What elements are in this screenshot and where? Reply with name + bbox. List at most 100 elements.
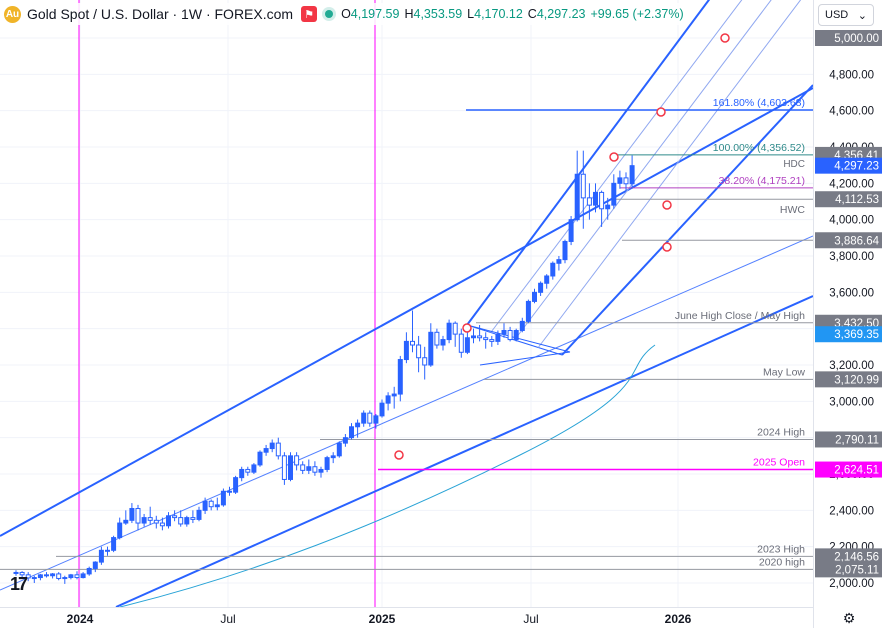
candle xyxy=(538,281,544,296)
pivot-marker xyxy=(720,33,730,43)
candle-body xyxy=(428,331,434,366)
candle-body xyxy=(147,517,153,521)
symbol-title[interactable]: Gold Spot / U.S. Dollar · 1W · FOREX.com xyxy=(27,6,294,22)
price-badge: 2,624.51 xyxy=(815,461,882,478)
candle xyxy=(147,506,153,525)
candle xyxy=(623,172,629,191)
candle-body xyxy=(19,571,25,576)
price-badge-label: 3,369.35 xyxy=(834,329,879,341)
candle xyxy=(373,414,379,429)
candle xyxy=(507,326,513,342)
chevron-down-icon: ⌄ xyxy=(857,9,867,22)
price-tick-label: 3,200.00 xyxy=(829,360,874,372)
price-axis[interactable]: 2,000.002,200.002,400.002,600.002,800.00… xyxy=(813,0,882,628)
candle xyxy=(410,310,415,353)
price-badge-bg xyxy=(815,30,882,46)
candle xyxy=(550,261,556,280)
candle-body xyxy=(172,515,178,519)
candle xyxy=(629,155,635,189)
chart-pane[interactable]: 100.00% (4,356.52) 38.20% (4,175.21) HWC Ju… xyxy=(0,0,813,607)
candle xyxy=(306,459,312,474)
candle-body xyxy=(342,437,348,444)
candle-body xyxy=(458,333,464,353)
candle xyxy=(111,535,117,553)
candle-body xyxy=(416,344,422,359)
candle xyxy=(245,466,251,476)
candle-body xyxy=(544,275,550,284)
candle xyxy=(159,517,165,531)
candle-body xyxy=(44,574,49,577)
price-badge-bg xyxy=(815,431,882,448)
candle-body xyxy=(214,504,220,508)
gear-icon[interactable]: ⚙ xyxy=(842,609,856,626)
candle-body xyxy=(367,412,373,424)
candle xyxy=(440,335,446,351)
candle xyxy=(196,506,202,522)
candle xyxy=(397,355,403,402)
candle xyxy=(605,197,611,220)
candle xyxy=(19,571,25,578)
candle xyxy=(312,461,318,476)
candle xyxy=(105,546,110,556)
candle xyxy=(428,323,434,367)
candle xyxy=(300,461,306,474)
candle xyxy=(422,346,428,380)
candle-body xyxy=(483,337,489,341)
candle-body xyxy=(269,442,275,450)
price-badge: 5,000.00 xyxy=(815,30,882,46)
price-badge-label: 3,886.64 xyxy=(834,235,879,247)
candle-body xyxy=(477,335,483,339)
candle-body xyxy=(562,240,568,261)
market-open-icon xyxy=(325,10,334,18)
pitchfork-lower xyxy=(561,84,813,356)
price-badge: 2,146.56 xyxy=(815,548,882,565)
price-badge-label: 2,075.11 xyxy=(835,564,879,576)
ohlc-close: C4,297.23 xyxy=(527,7,586,21)
candle xyxy=(80,572,86,579)
candle-body xyxy=(489,339,495,342)
price-tick-label: 4,200.00 xyxy=(829,178,874,190)
candle-body xyxy=(159,522,165,527)
candle xyxy=(190,510,196,524)
candle-body xyxy=(586,197,592,206)
candle xyxy=(544,274,550,289)
candle-body xyxy=(471,335,476,339)
candle xyxy=(336,441,342,458)
candle xyxy=(13,570,19,576)
candle-body xyxy=(25,574,31,579)
candle-body xyxy=(281,455,287,480)
candle-body xyxy=(196,509,202,520)
candle xyxy=(56,572,62,581)
price-tick-label: 4,000.00 xyxy=(829,215,874,227)
candle-body xyxy=(568,219,574,242)
candle xyxy=(214,497,220,511)
candle-body xyxy=(623,177,629,185)
ohlc-open: O4,197.59 xyxy=(341,7,400,21)
level-annotation: 2023 High xyxy=(757,543,805,555)
tradingview-logo-icon[interactable]: 17 xyxy=(10,574,28,594)
candle-body xyxy=(141,517,147,524)
price-chart[interactable]: 100.00% (4,356.52) 38.20% (4,175.21) HWC Ju… xyxy=(0,0,813,607)
candle xyxy=(129,503,135,524)
candle xyxy=(62,575,68,584)
candle-body xyxy=(397,359,403,395)
candle xyxy=(580,150,586,229)
currency-selector[interactable]: USD ⌄ xyxy=(818,4,874,26)
candle xyxy=(556,256,562,271)
candle xyxy=(385,392,391,411)
symbol-legend: Au Gold Spot / U.S. Dollar · 1W · FOREX.… xyxy=(4,3,688,25)
candle xyxy=(318,466,324,478)
time-axis[interactable]: 2024 Jul 2025 Jul 2026 xyxy=(0,607,813,629)
candle-body xyxy=(385,395,391,404)
candle-body xyxy=(440,339,446,346)
candle xyxy=(464,332,470,355)
time-axis-labels: 2024 Jul 2025 Jul 2026 xyxy=(67,612,692,626)
candle-body xyxy=(105,549,110,552)
candle-body xyxy=(324,457,330,470)
candle xyxy=(586,183,592,220)
ohlc-low: L4,170.12 xyxy=(467,7,523,21)
flag-icon[interactable]: ⚑ xyxy=(301,6,318,22)
pitchfork-inner-line xyxy=(537,0,802,348)
price-badge-bg xyxy=(815,232,882,249)
candle xyxy=(86,566,92,576)
